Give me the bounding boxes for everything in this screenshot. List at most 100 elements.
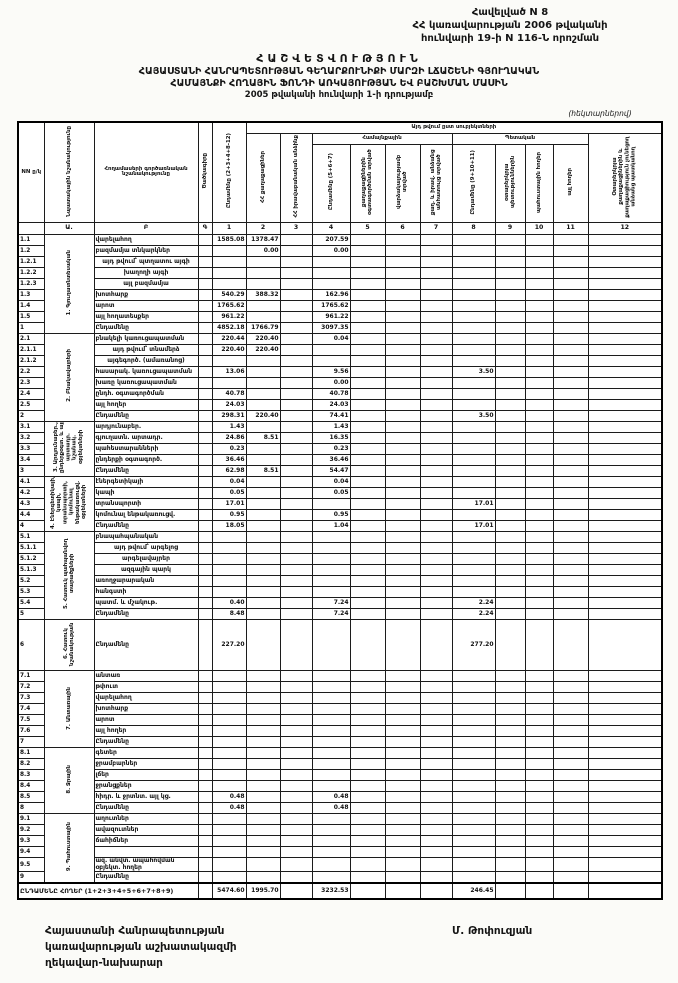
value-cell-col3 — [279, 618, 313, 672]
value-cell-col8 — [451, 420, 496, 433]
value-cell-col8 — [451, 376, 496, 389]
land-type-cell: Ընդամենը — [93, 321, 199, 334]
value-cell-col5 — [349, 846, 386, 859]
value-cell-col7 — [419, 255, 453, 268]
table-row: 2.2 հասարակ. կառուցապատման 13.06 9.56 3.50 — [17, 365, 663, 378]
value-cell-col11 — [552, 725, 589, 738]
code-cell — [197, 585, 213, 598]
land-type-cell: պահեստարանների — [93, 442, 199, 455]
value-cell-col5 — [349, 475, 386, 488]
value-cell-col12 — [587, 310, 663, 323]
value-cell-col8 — [451, 780, 496, 793]
value-cell-col4: 0.04 — [311, 475, 351, 488]
header-group-state: Պետական — [451, 133, 589, 145]
column-number-label: 11 — [552, 221, 589, 235]
value-cell-col7 — [419, 552, 453, 565]
value-cell-col7 — [419, 596, 453, 609]
col-header-legal-entities: ՀՀ իրավաբանական անձինք — [279, 133, 313, 223]
value-cell-col1: 36.46 — [211, 453, 247, 466]
value-cell-col9 — [494, 541, 526, 554]
column-number-label: 8 — [451, 221, 496, 235]
value-cell-col1 — [211, 714, 247, 727]
land-type-cell: Ընդամենը — [93, 464, 199, 477]
column-number-label: 4 — [311, 221, 351, 235]
value-cell-col10 — [524, 758, 554, 771]
value-cell-col4: 9.56 — [311, 365, 351, 378]
row-number-cell: 4 — [17, 519, 45, 532]
land-type-cell: հասարակ. կառուցապատման — [93, 365, 199, 378]
land-type-cell: խաղողի այգի — [93, 266, 199, 279]
table-row: 2.1 2. Բնակավայրերի բնակելի կառուցապատման 2… — [17, 332, 663, 422]
row-number-cell: 2.5 — [17, 398, 45, 411]
value-cell-col2 — [245, 824, 281, 837]
value-cell-col1 — [211, 530, 247, 543]
value-cell-col3 — [279, 464, 313, 477]
value-cell-col8 — [451, 475, 496, 488]
value-cell-col6 — [384, 409, 421, 422]
value-cell-col5 — [349, 563, 386, 576]
col-header-c10-text: պահուստային հողեր — [535, 151, 542, 213]
table-row: 8 Ընդամենը 0.48 0.48 — [17, 802, 663, 815]
value-cell-col3 — [279, 442, 313, 455]
value-cell-col1: 13.06 — [211, 365, 247, 378]
value-cell-col3 — [279, 343, 313, 356]
value-cell-col5 — [349, 607, 386, 620]
value-cell-col3 — [279, 835, 313, 848]
value-cell-col6 — [384, 835, 421, 848]
value-cell-col7 — [419, 453, 453, 466]
value-cell-col4 — [311, 846, 351, 859]
value-cell-col3 — [279, 574, 313, 587]
value-cell-col6 — [384, 387, 421, 400]
value-cell-col3 — [279, 475, 313, 488]
value-cell-col3 — [279, 277, 313, 290]
value-cell-col1: 220.44 — [211, 332, 247, 345]
value-cell-col5 — [349, 670, 386, 683]
value-cell-col6 — [384, 670, 421, 683]
value-cell-col11 — [552, 277, 589, 290]
value-cell-col2: 8.51 — [245, 431, 281, 444]
value-cell-col5 — [349, 692, 386, 705]
code-cell — [197, 725, 213, 738]
value-cell-col12 — [587, 431, 663, 444]
value-cell-col5 — [349, 870, 386, 884]
row-number-cell: 2 — [17, 409, 45, 422]
value-cell-col3 — [279, 563, 313, 576]
value-cell-col2 — [245, 442, 281, 455]
land-type-cell: այգեգործ. (ամառանոց) — [93, 354, 199, 367]
value-cell-col9 — [494, 497, 526, 510]
value-cell-col4 — [311, 857, 351, 872]
value-cell-col5 — [349, 464, 386, 477]
row-number-cell: 9 — [17, 870, 45, 884]
value-cell-col8 — [451, 299, 496, 312]
land-type-cell: բնակելի կառուցապատման — [93, 332, 199, 345]
value-cell-col7 — [419, 824, 453, 837]
value-cell-col5 — [349, 725, 386, 738]
value-cell-col12 — [587, 736, 663, 749]
value-cell-col10 — [524, 233, 554, 246]
table-row: 8.2 ջրամբարներ — [17, 758, 663, 771]
category-label: 3. Արդյունաբեր., ընդերքօգտ. և այլ արտադր… — [53, 421, 85, 474]
col-header-c9: օտարերկրյա պետություններին — [494, 144, 526, 223]
table-row: 2.5 այլ հողեր 24.03 24.03 — [17, 398, 663, 411]
code-cell — [197, 409, 213, 422]
report-title-main: ՀԱՇՎԵՏՎՈՒԹՅՈՒՆ — [256, 52, 422, 65]
value-cell-col9 — [494, 607, 526, 620]
col-header-c10: պահուստային հողեր — [524, 144, 554, 223]
value-cell-col5 — [349, 703, 386, 716]
code-cell — [197, 398, 213, 411]
value-cell-col2 — [245, 486, 281, 499]
value-cell-col10 — [524, 244, 554, 257]
value-cell-col6 — [384, 758, 421, 771]
col-header-c5: քաղաքացիներին օգտագործման տրված — [349, 144, 386, 223]
code-cell — [197, 486, 213, 499]
value-cell-col2: 220.40 — [245, 409, 281, 422]
value-cell-col8 — [451, 486, 496, 499]
value-cell-col4 — [311, 769, 351, 782]
value-cell-col2 — [245, 681, 281, 694]
value-cell-col7 — [419, 508, 453, 521]
value-cell-col4 — [311, 563, 351, 576]
table-row: 5.1.2 արգելավայրեր — [17, 552, 663, 565]
value-cell-col5 — [349, 321, 386, 334]
value-cell-col3 — [279, 244, 313, 257]
row-number-cell: 9.4 — [17, 846, 45, 859]
